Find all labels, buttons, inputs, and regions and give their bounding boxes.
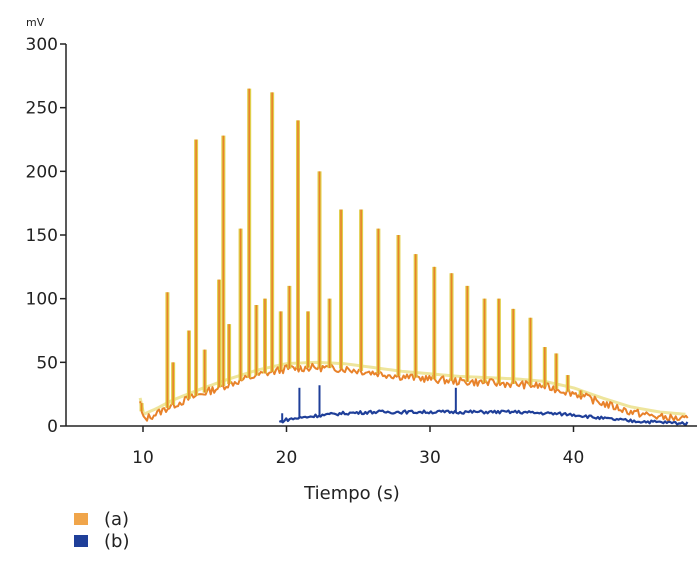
series-a (138, 88, 689, 423)
x-axis-title: Tiempo (s) (303, 483, 400, 504)
series-b-baseline (278, 409, 689, 426)
y-tick-label: 300 (26, 35, 58, 55)
legend-item-b: (b) (74, 530, 129, 552)
legend-item-a: (a) (74, 508, 129, 530)
y-tick-label: 150 (26, 226, 58, 246)
series-a-baseline (139, 362, 689, 423)
y-axis-unit-label: mV (26, 16, 45, 29)
axis-ticks: 0 50 100 150 200 250 300 10 20 30 40 (26, 35, 585, 468)
series-b (278, 385, 689, 426)
y-tick-label: 0 (47, 417, 58, 437)
legend-label-b: (b) (104, 530, 130, 552)
legend: (a) (b) (74, 508, 129, 552)
legend-swatch-b (74, 535, 88, 547)
y-tick-label: 250 (26, 99, 58, 119)
x-tick-label: 20 (276, 448, 298, 468)
x-tick-label: 10 (132, 448, 154, 468)
y-tick-label: 50 (36, 353, 58, 373)
x-tick-label: 30 (419, 448, 441, 468)
y-tick-label: 200 (26, 162, 58, 182)
x-tick-label: 40 (563, 448, 585, 468)
y-tick-label: 100 (26, 290, 58, 310)
legend-label-a: (a) (104, 508, 130, 530)
plot-area (138, 88, 689, 426)
legend-swatch-a (74, 513, 88, 525)
